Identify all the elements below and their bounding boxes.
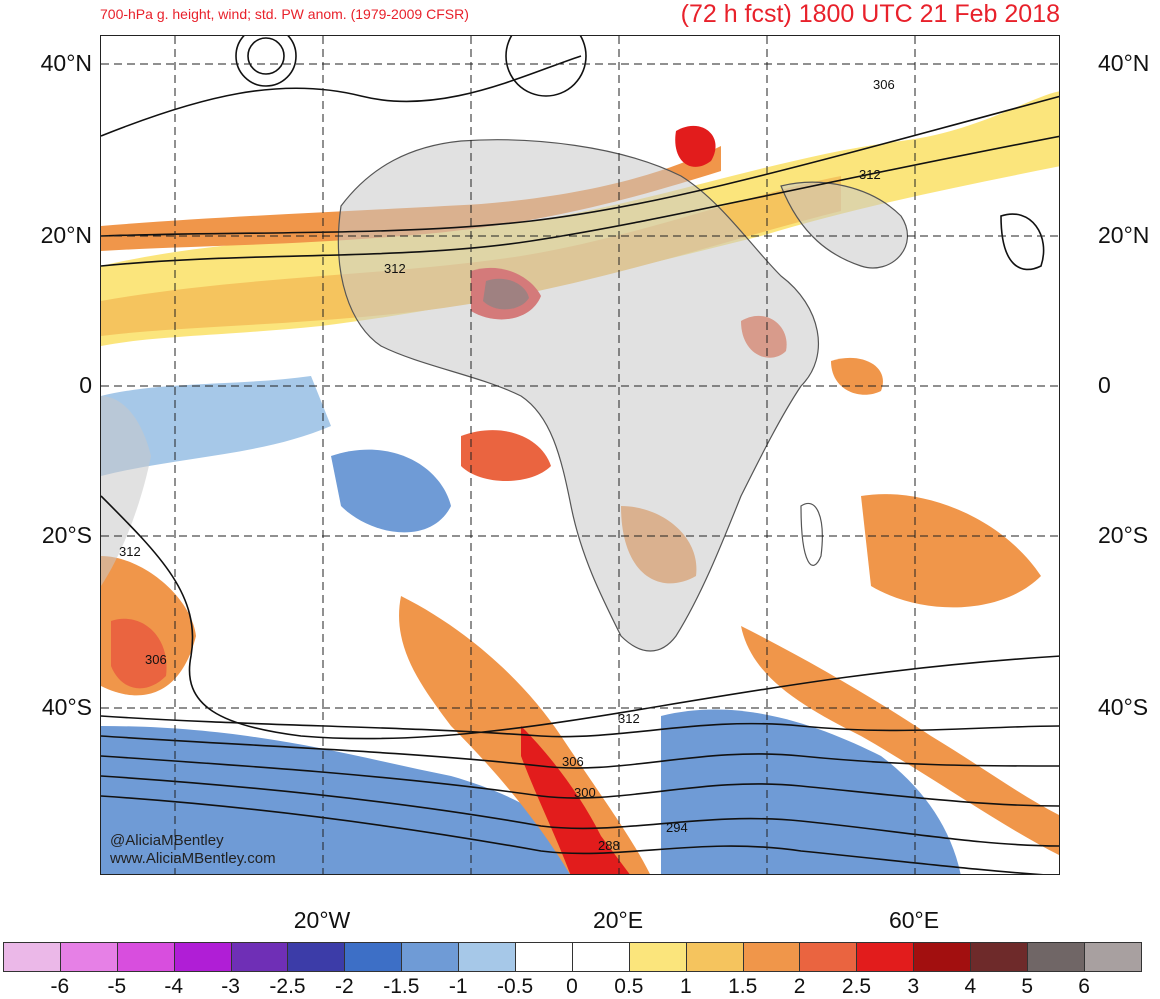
- colorbar-swatch: [799, 942, 858, 972]
- map-title-left: 700-hPa g. height, wind; std. PW anom. (…: [100, 6, 469, 22]
- colorbar-tick-label: 6: [1078, 975, 1090, 998]
- contour-label: 312: [859, 167, 881, 182]
- contour-label: 312: [618, 711, 640, 726]
- colorbar-swatch: [287, 942, 346, 972]
- lat-label-left: 0: [79, 372, 92, 398]
- colorbar-swatch: [59, 942, 118, 972]
- colorbar-swatch: [742, 942, 801, 972]
- credit-url: www.AliciaMBentley.com: [110, 850, 276, 867]
- map-canvas: 306 312 312 312 306 312 306 300 294 288: [101, 36, 1059, 874]
- colorbar-swatch: [173, 942, 232, 972]
- lat-label-right: 20°S: [1098, 522, 1149, 548]
- land-areas: [101, 139, 908, 652]
- colorbar-tick-label: 0: [566, 975, 578, 998]
- contour-label: 300: [574, 785, 596, 800]
- colorbar-swatch: [401, 942, 460, 972]
- colorbar-tick-label: 0.5: [614, 975, 644, 998]
- colorbar-tick-label: -3: [221, 975, 240, 998]
- lon-label: 20°E: [592, 907, 644, 933]
- colorbar-swatch: [685, 942, 744, 972]
- graticule: [101, 36, 1059, 874]
- colorbar-tick-label: 1.5: [728, 975, 758, 998]
- lat-label-left: 40°N: [40, 50, 92, 76]
- lon-label: 60°E: [888, 907, 940, 933]
- map-panel: 306 312 312 312 306 312 306 300 294 288: [100, 35, 1060, 875]
- map-title-right: (72 h fcst) 1800 UTC 21 Feb 2018: [680, 0, 1060, 28]
- credits: @AliciaMBentley www.AliciaMBentley.com: [110, 832, 276, 868]
- colorbar-swatch: [116, 942, 175, 972]
- colorbar-swatch: [344, 942, 403, 972]
- lat-label-right: 40°S: [1098, 694, 1149, 720]
- colorbar-tick-label: -1.5: [383, 975, 420, 998]
- contour-label: 306: [145, 652, 167, 667]
- colorbar-tick-label: -2: [335, 975, 354, 998]
- colorbar: [3, 942, 1142, 972]
- colorbar-tick-label: -1: [448, 975, 468, 998]
- colorbar-tick-label: -2.5: [269, 975, 306, 998]
- contour-label: 312: [119, 544, 141, 559]
- contour-label: 306: [873, 77, 895, 92]
- lat-label-left: 20°N: [40, 222, 92, 248]
- colorbar-swatch: [628, 942, 687, 972]
- coastlines: [337, 139, 908, 652]
- colorbar-tick-label: 4: [964, 975, 977, 998]
- lat-label-right: 0: [1098, 372, 1111, 398]
- contour-label: 288: [598, 838, 620, 853]
- colorbar-tick-label: -6: [50, 975, 70, 998]
- lon-label: 20°W: [293, 907, 351, 933]
- colorbar-tick-label: -5: [107, 975, 127, 998]
- colorbar-swatch: [458, 942, 517, 972]
- colorbar-tick-label: -4: [164, 975, 184, 998]
- lat-label-right: 40°N: [1098, 50, 1150, 76]
- credit-handle: @AliciaMBentley: [110, 832, 224, 849]
- colorbar-swatch: [1027, 942, 1085, 972]
- contour-label: 294: [666, 820, 688, 835]
- height-contours: [101, 36, 1059, 874]
- colorbar-swatch: [3, 942, 61, 972]
- colorbar-swatch: [913, 942, 972, 972]
- colorbar-ticks: -6 -5 -4 -3 -2.5 -2 -1.5 -1 -0.5 0 0.5 1 1.5 2 2.5 3 4 5 6: [0, 975, 1160, 999]
- colorbar-swatch: [515, 942, 573, 972]
- colorbar-tick-label: 5: [1021, 975, 1034, 998]
- lat-label-right: 20°N: [1098, 222, 1150, 248]
- colorbar-tick-label: 1: [679, 975, 692, 998]
- colorbar-tick-label: 3: [907, 975, 920, 998]
- colorbar-swatch: [1083, 942, 1142, 972]
- colorbar-swatch: [230, 942, 289, 972]
- contour-label: 306: [562, 754, 584, 769]
- lat-label-left: 40°S: [41, 694, 92, 720]
- lat-label-left: 20°S: [41, 522, 92, 548]
- contour-label: 312: [384, 261, 406, 276]
- colorbar-tick-label: 2: [793, 975, 806, 998]
- colorbar-swatch: [856, 942, 915, 972]
- colorbar-swatch: [571, 942, 630, 972]
- colorbar-swatch: [970, 942, 1029, 972]
- colorbar-tick-label: 2.5: [841, 975, 872, 998]
- colorbar-tick-label: -0.5: [497, 975, 534, 998]
